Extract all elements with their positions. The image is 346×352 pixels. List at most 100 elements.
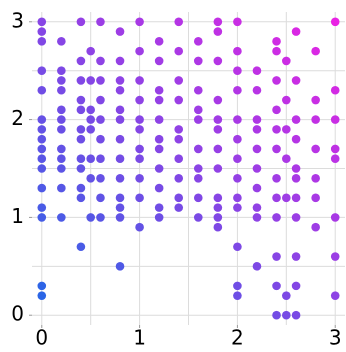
point [96,213,105,222]
point [76,76,86,85]
point [37,164,47,173]
x-tick-label: 0 [35,326,48,350]
point [233,203,242,212]
point [272,125,281,134]
point [37,66,47,75]
point [282,125,291,134]
point [291,115,301,124]
point [252,66,262,75]
point [57,154,66,164]
point [135,154,144,164]
point [291,134,301,144]
point [291,193,301,203]
point [330,252,340,261]
point [37,37,47,46]
point [233,291,242,300]
point [115,262,125,271]
point [115,203,125,212]
point [282,154,291,164]
point [330,213,340,222]
point [282,291,291,300]
point [135,46,144,56]
point [57,183,66,193]
y-tick-label: 3 [11,8,24,32]
point [96,173,105,183]
point [213,164,223,173]
point [96,56,105,66]
point [115,85,125,95]
point [76,164,86,173]
point [311,173,320,183]
point [154,37,164,46]
point [86,105,95,115]
point [57,144,66,154]
point [135,193,144,203]
point [115,105,125,115]
point [174,173,184,183]
point [233,193,242,203]
point [282,193,291,203]
point [57,125,66,134]
point [86,154,95,164]
point [272,144,281,154]
point [252,203,262,212]
y-tick-label: 2 [11,106,24,130]
point [86,173,95,183]
point [213,203,223,212]
x-tick-label: 1 [133,326,146,350]
point [233,66,242,75]
point [252,213,262,222]
point [330,17,340,27]
point [86,76,95,85]
point [76,125,86,134]
point [311,222,320,232]
point [272,46,281,56]
point [330,291,340,300]
point [37,154,47,164]
point [213,27,223,36]
point [233,46,242,56]
point [86,46,95,56]
point [115,27,125,36]
point [291,213,301,222]
point [291,164,301,173]
point [193,105,203,115]
point [76,95,86,105]
point [115,213,125,222]
point [135,17,144,27]
point [115,154,125,164]
point [233,281,242,291]
point [96,115,105,124]
point [154,183,164,193]
point [311,95,320,105]
point [174,154,184,164]
point [86,125,95,134]
point [252,144,262,154]
point [37,203,47,212]
point [154,85,164,95]
point [57,37,66,46]
point [174,95,184,105]
point [272,173,281,183]
point [96,76,105,85]
point [115,56,125,66]
point [57,105,66,115]
point [57,76,66,85]
point [96,154,105,164]
point [272,310,281,320]
tick-labels: 0 1 2 3 0 1 2 3 [11,8,341,349]
point [154,144,164,154]
point [291,76,301,85]
point [193,213,203,222]
point [291,252,301,261]
point [252,115,262,124]
x-tick-label: 2 [231,326,244,350]
point [154,95,164,105]
point [213,125,223,134]
point [135,125,144,134]
point [193,85,203,95]
point [193,173,203,183]
point [272,76,281,85]
point [154,115,164,124]
